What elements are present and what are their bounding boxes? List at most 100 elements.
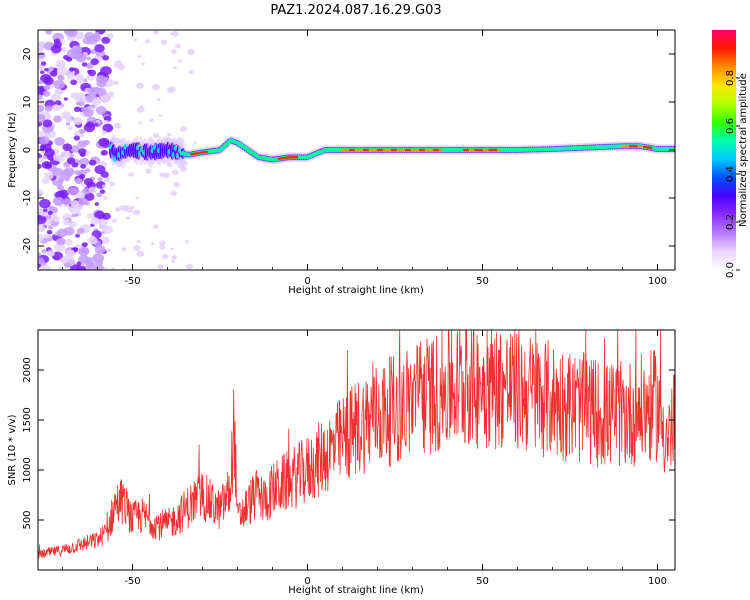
spectrogram-noise-blob [86, 262, 97, 270]
spectrogram-noise-blob [98, 137, 110, 147]
spectrogram-noise-blob [171, 169, 179, 175]
spectrogram-noise-blob [170, 190, 177, 196]
spectrogram-band-max [416, 148, 421, 152]
spectrogram-noise-blob [152, 224, 159, 230]
spectrogram-y-tick-label: 10 [22, 96, 33, 109]
spectrogram-noise-blob [54, 137, 65, 146]
spectrogram-x-tick-label: 0 [304, 276, 310, 287]
spectrogram-noise-blob [67, 186, 79, 196]
spectrogram-y-tick-label: -10 [22, 190, 33, 206]
spectrogram-noise-blob [113, 80, 119, 86]
spectrogram-y-ticks: -20 -10 0 10 20 [22, 48, 675, 254]
spectrogram-noise-blob [90, 235, 95, 239]
spectrogram-band-max [410, 148, 415, 152]
spectrogram-noise-blob [74, 170, 81, 176]
spectrogram-noise-blob [82, 187, 91, 195]
spectrogram-noise-blob [133, 209, 141, 216]
spectrogram-noise-blob [96, 119, 101, 123]
spectrogram-noise-blob [159, 245, 166, 251]
spectrogram-noise-blob [169, 86, 176, 92]
spectrogram-noise-blob [73, 106, 81, 113]
spectrogram-band-max [432, 148, 437, 152]
spectrogram-noise-blob [38, 234, 44, 242]
spectrogram-noise-blob [38, 80, 44, 85]
spectrogram-noise-blob [152, 133, 160, 139]
spectrogram-band-max [388, 148, 393, 152]
spectrogram-noise-blob [66, 157, 76, 165]
spectrogram-noise-blob [56, 89, 62, 94]
spectrogram-band-max [634, 144, 639, 148]
spectrogram-noise-blob [38, 94, 43, 101]
spectrogram-noise-blob [75, 233, 80, 238]
spectrogram-band-max [626, 144, 631, 148]
spectrogram-band-max [404, 148, 409, 152]
spectrogram-noise-blob [174, 43, 181, 49]
spectrogram-noise-blob [149, 118, 154, 123]
spectrogram-noise-blob [70, 79, 78, 86]
spectrogram-x-ticks: -50 0 50 100 [62, 30, 667, 287]
snr-y-tick-label: 1000 [22, 457, 33, 482]
spectrogram-noise-blob [130, 206, 135, 209]
spectrogram-noise-blob [158, 114, 163, 118]
spectrogram-noise-blob [94, 245, 106, 254]
snr-x-tick-label: 0 [304, 576, 310, 587]
spectrogram-noise-blob [114, 60, 122, 66]
spectrogram-noise-blob [121, 247, 127, 252]
snr-y-ticks: 500 1000 1500 2000 [22, 357, 675, 530]
spectrogram-noise-blob [188, 69, 195, 75]
spectrogram-noise-blob [60, 47, 68, 53]
spectrogram-noise-blob [38, 214, 47, 225]
spectrogram-noise-blob [161, 253, 169, 260]
spectrogram-noise-blob [109, 181, 116, 187]
spectrogram-noise-blob [44, 67, 49, 72]
spectrogram-noise-blob [39, 265, 52, 270]
spectrogram-noise-blob [39, 70, 45, 75]
spectrogram-noise-blob [186, 263, 194, 270]
spectrogram-noise-blob [87, 212, 95, 219]
spectrogram-noise-blob [84, 168, 91, 173]
spectrogram-noise-blob [79, 152, 86, 157]
spectrogram-noise-blob [58, 267, 64, 270]
spectrogram-noise-blob [98, 98, 104, 103]
spectrogram-noise-blob [43, 148, 55, 158]
spectrogram-noise-blob [86, 56, 91, 61]
spectrogram-band-max [362, 148, 367, 152]
spectrogram-noise-blob [44, 105, 53, 112]
spectrogram-noise-blob [95, 106, 107, 115]
spectrogram-noise-blob [75, 53, 87, 63]
snr-frame [37, 329, 676, 571]
spectrogram-band-max [340, 148, 345, 152]
spectrogram-noise-blob [99, 189, 106, 194]
spectrogram-noise-blob [187, 48, 195, 56]
spectrogram-noise-blob [100, 171, 109, 178]
spectrogram-band-max [485, 148, 490, 152]
spectrogram-noise-blob [171, 255, 178, 260]
colorbar-ticks: 0.0 0.2 0.4 0.6 0.8 [725, 70, 740, 278]
spectrogram-noise-blob [52, 167, 64, 177]
spectrogram-noise-blob [103, 177, 110, 183]
spectrogram-noise-blob [128, 172, 134, 177]
spectrogram-noise-blob [56, 66, 69, 76]
spectrogram-noise-blob [179, 125, 187, 132]
spectrogram-band-max [427, 148, 432, 152]
spectrogram-noise-blob [117, 63, 125, 70]
spectrogram-band-max [435, 148, 440, 152]
spectrogram-noise-blob [136, 106, 145, 113]
spectrogram-noise-blob [80, 164, 87, 169]
spectrogram-noise-blob [75, 178, 82, 185]
spectrogram-noise-blob [84, 257, 93, 264]
spectrogram-band-max [360, 148, 365, 152]
spectrogram-noise-blob [38, 192, 42, 197]
spectrogram-band-max [488, 148, 493, 152]
spectrogram-noise-blob [38, 224, 46, 233]
spectrogram-band-max [365, 148, 370, 152]
spectrogram-noise-blob [106, 33, 114, 39]
snr-panel: -50 0 50 100 500 1000 1500 2000 Height of stra… [7, 329, 676, 596]
spectrogram-band-max [357, 148, 362, 152]
spectrogram-y-label: Frequency (Hz) [7, 112, 18, 188]
spectrogram-noise-blob [145, 168, 152, 174]
spectrogram-noise-blob [114, 122, 122, 129]
spectrogram-noise-blob [81, 62, 88, 67]
spectrogram-noise-blob [158, 240, 166, 246]
spectrogram-band-max [371, 148, 376, 152]
